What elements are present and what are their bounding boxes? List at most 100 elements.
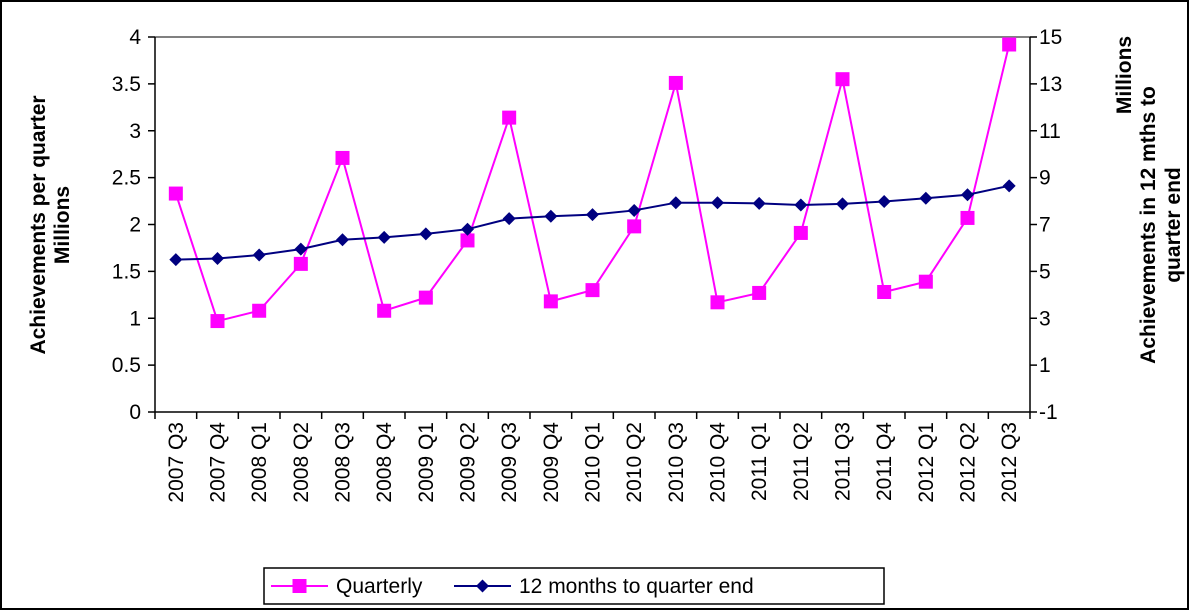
data-point [293,256,308,271]
x-axis-tick-label: 2007 Q3 [165,422,188,503]
data-point [877,285,892,299]
right-axis-tick-label: 5 [1039,260,1051,283]
data-point [1002,37,1017,52]
legend: Quarterly 12 months to quarter end [263,567,885,605]
data-point [544,209,558,223]
right-axis-tick-label: 9 [1039,167,1051,190]
data-point [794,198,808,212]
left-axis-tick-label: 1 [129,307,141,330]
x-axis-tick-label: 2012 Q2 [957,422,980,503]
right-axis-tick-label: 11 [1039,120,1061,143]
data-point [377,230,391,244]
x-axis-tick-label: 2009 Q1 [415,422,438,503]
data-point [543,294,558,309]
data-point [877,195,891,209]
x-axis-tick-label: 2008 Q4 [373,422,396,503]
series-quarterly [168,37,1017,329]
data-point [669,196,683,210]
right-axis-tick-label: 15 [1039,26,1062,49]
left-axis-tick-label: 0 [129,401,141,424]
data-point [294,242,308,256]
left-axis-tick-label: 3 [129,120,141,143]
x-axis-tick-label: 2011 Q2 [790,422,813,501]
left-axis-title-line2: Millions [51,186,74,264]
data-point [252,303,267,318]
data-point [586,208,599,222]
left-axis-tick-label: 3.5 [112,73,141,96]
data-point [169,253,183,267]
data-point [210,314,225,329]
data-point [961,188,974,202]
data-point [710,295,725,310]
data-point [418,290,433,305]
data-point [960,210,975,225]
data-point [752,196,766,210]
data-point [211,251,224,265]
data-point [419,227,433,241]
x-axis-tick-label: 2010 Q2 [623,422,646,503]
data-point [1002,179,1016,193]
legend-box [263,567,885,605]
right-axis-tick-label: -1 [1039,401,1058,424]
data-point [585,283,600,298]
series [168,37,1017,329]
data-point [668,75,683,90]
data-point [919,191,933,205]
x-axis-tick-label: 2011 Q3 [832,422,855,501]
right-axis-title-line2: Achievements in 12 mths to [1137,86,1160,364]
data-point [502,110,517,125]
legend-label: Quarterly [336,575,423,598]
data-point [793,225,808,240]
data-point [502,212,516,226]
x-axis-tick-label: 2008 Q2 [290,422,313,503]
x-axis-tick-label: 2011 Q4 [873,422,896,501]
data-point [752,285,767,300]
left-axis-tick-label: 1.5 [112,260,141,283]
right-axis-title-line1: Millions [1113,36,1136,114]
x-axis-tick-label: 2008 Q1 [248,422,271,503]
x-axis-tick-label: 2009 Q2 [457,422,480,503]
data-point [918,274,933,289]
right-axis-tick-label: 3 [1039,307,1051,330]
x-axis-tick-label: 2012 Q1 [915,422,938,503]
x-axis-tick-label: 2009 Q3 [498,422,521,503]
right-axis-title: Millions Achievements in 12 mths to quar… [1113,36,1185,364]
left-axis-tick-label: 4 [129,26,141,49]
right-axis-tick-label: 7 [1039,214,1051,237]
data-point [460,233,475,248]
right-axis-title-line3: quarter end [1162,167,1185,283]
data-point [711,196,724,210]
x-axis-tick-label: 2007 Q4 [207,422,230,503]
x-axis-tick-label: 2012 Q3 [998,422,1021,503]
left-axis-tick-label: 2.5 [112,167,141,190]
x-axis-tick-label: 2010 Q3 [665,422,688,503]
x-axis-tick-label: 2009 Q4 [540,422,563,503]
data-point [168,186,183,201]
left-axis-title: Achievements per quarter Millions [27,95,74,354]
x-axis-tick-label: 2011 Q1 [748,422,771,501]
data-point [377,303,392,318]
x-axis-tick-label: 2008 Q3 [332,422,355,503]
x-axis-tick-label: 2010 Q1 [582,422,605,503]
data-point [252,248,266,262]
legend-marker [476,579,489,593]
data-point [461,222,474,236]
data-point [336,233,349,247]
series-12-months [169,179,1016,267]
data-point [627,219,642,234]
x-axis-tick-label: 2010 Q4 [707,422,730,503]
left-axis-tick-label: 2 [129,214,141,237]
left-axis-title-line1: Achievements per quarter [27,95,50,354]
left-axis-tick-label: 0.5 [112,354,141,377]
legend-marker [292,579,307,593]
right-axis-tick-label: 13 [1039,73,1062,96]
data-point [836,197,849,211]
data-point [835,72,850,87]
legend-label: 12 months to quarter end [519,575,754,598]
data-point [335,150,350,165]
data-point [627,203,641,217]
